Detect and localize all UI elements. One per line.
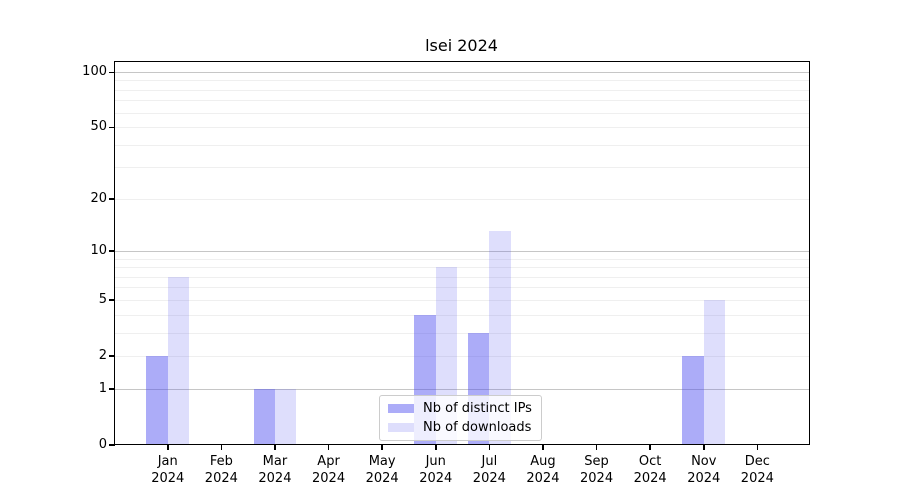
bar-distinct-ips	[146, 355, 168, 444]
grid-line-minor	[115, 299, 809, 301]
legend-label-downloads: Nb of downloads	[423, 420, 532, 435]
x-tick-label: Jul 2024	[472, 454, 506, 486]
grid-line-minor	[115, 89, 809, 91]
grid-line-minor	[115, 276, 809, 278]
grid-line-minor	[115, 127, 809, 129]
y-tick-label: 10	[90, 242, 107, 258]
legend-swatch-downloads	[388, 423, 414, 432]
grid-line-minor	[115, 332, 809, 334]
bar-downloads	[167, 276, 190, 444]
x-tick-mark	[220, 444, 223, 450]
bar-distinct-ips	[682, 355, 704, 444]
bar-downloads	[703, 299, 726, 444]
x-tick-label: Apr 2024	[312, 454, 346, 486]
x-tick-mark	[488, 444, 491, 450]
legend: Nb of distinct IPs Nb of downloads	[379, 395, 542, 441]
y-tick-mark	[109, 355, 115, 357]
x-tick-mark	[167, 444, 169, 450]
grid-line-minor	[115, 198, 809, 200]
y-tick-label: 2	[98, 347, 107, 363]
chart-title: lsei 2024	[425, 36, 498, 55]
grid-line-major	[115, 72, 809, 73]
y-tick-mark	[109, 299, 115, 301]
x-tick-label: Mar 2024	[258, 454, 292, 486]
y-tick-label: 0	[98, 436, 107, 452]
grid-line-minor	[115, 314, 809, 316]
bar-downloads	[489, 231, 511, 444]
y-tick-mark	[109, 388, 115, 390]
y-tick-mark	[109, 250, 115, 252]
grid-line-minor	[115, 258, 809, 260]
x-tick-label: Nov 2024	[687, 454, 721, 486]
x-tick-mark	[435, 444, 437, 450]
y-tick-mark	[109, 444, 115, 446]
x-tick-label: Jun 2024	[419, 454, 453, 486]
grid-line-minor	[115, 112, 809, 114]
x-tick-mark	[327, 444, 330, 450]
y-tick-label: 20	[90, 190, 107, 206]
legend-item-distinct-ips: Nb of distinct IPs	[388, 401, 532, 416]
x-tick-label: Aug 2024	[526, 454, 560, 486]
bar-downloads	[274, 388, 297, 444]
grid-line-major	[115, 250, 809, 252]
legend-swatch-distinct-ips	[388, 404, 414, 413]
plot-area: Nb of distinct IPs Nb of downloads 0 1 2 5 1…	[82, 61, 810, 486]
x-tick-mark	[649, 444, 651, 450]
grid-line-minor	[115, 144, 809, 146]
y-tick-label: 50	[90, 119, 107, 135]
legend-label-distinct-ips: Nb of distinct IPs	[423, 401, 532, 416]
x-tick-mark	[595, 444, 598, 450]
x-tick-label: Jan 2024	[151, 454, 185, 486]
x-tick-label: Feb 2024	[204, 454, 238, 486]
grid-line-minor	[115, 287, 809, 289]
y-tick-mark	[109, 126, 115, 129]
x-tick-label: Oct 2024	[633, 454, 667, 486]
grid-line-minor	[115, 267, 809, 269]
y-tick-label: 5	[98, 291, 107, 307]
grid-line-major	[115, 388, 809, 390]
y-tick-mark	[109, 71, 115, 73]
grid-line-minor	[115, 355, 809, 357]
bar-distinct-ips	[253, 388, 275, 444]
y-tick-label: 1	[98, 380, 107, 396]
grid-line-minor	[115, 167, 809, 169]
x-tick-mark	[703, 444, 705, 450]
y-tick-mark	[109, 198, 115, 200]
x-tick-label: Sep 2024	[580, 454, 614, 486]
x-tick-mark	[756, 444, 759, 450]
grid-line-minor	[115, 100, 809, 102]
x-tick-mark	[274, 444, 276, 450]
x-tick-label: May 2024	[365, 454, 399, 486]
x-tick-mark	[381, 444, 383, 450]
legend-item-downloads: Nb of downloads	[388, 420, 532, 435]
x-tick-mark	[542, 444, 544, 450]
y-tick-label: 100	[82, 64, 107, 79]
grid-line-minor	[115, 80, 809, 82]
x-tick-label: Dec 2024	[740, 454, 774, 486]
